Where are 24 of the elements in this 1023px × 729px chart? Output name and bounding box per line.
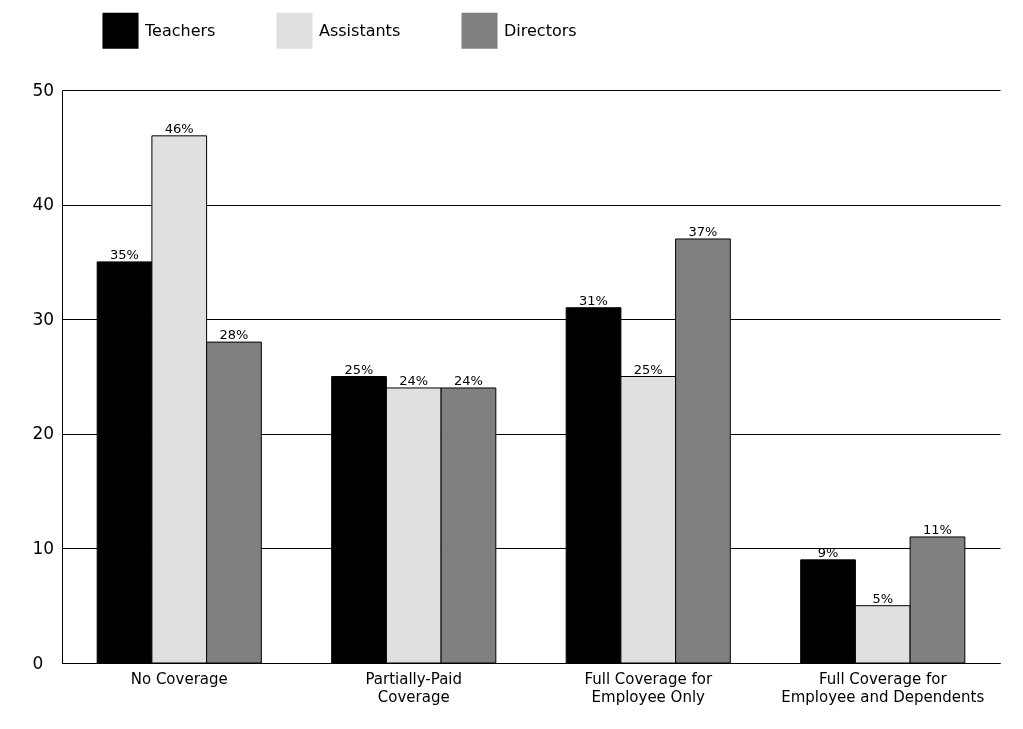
data-label: 25% <box>633 361 663 377</box>
y-tick-label: 20 <box>32 423 55 444</box>
y-tick-label: 10 <box>32 537 55 558</box>
data-label: 37% <box>688 223 718 239</box>
data-label: 28% <box>219 327 249 343</box>
data-label: 11% <box>923 521 952 537</box>
x-tick-label: Partially-Paid Coverage <box>365 669 463 706</box>
x-tick-label: Full Coverage for Employee Only <box>584 669 713 706</box>
y-tick-label: 50 <box>32 79 55 100</box>
legend-label: Teachers <box>144 20 216 40</box>
data-label: 46% <box>164 120 194 136</box>
data-label: 25% <box>344 361 374 377</box>
data-label: 24% <box>454 372 483 388</box>
legend-label: Directors <box>504 20 577 40</box>
legend-label: Assistants <box>319 20 401 40</box>
x-tick-label: Full Coverage for Employee and Dependents <box>781 669 985 706</box>
x-tick-label: No Coverage <box>130 669 228 688</box>
data-label: 35% <box>110 246 139 262</box>
y-tick-label: 0 <box>32 652 44 673</box>
data-label: 24% <box>399 372 429 388</box>
y-tick-label: 40 <box>32 194 55 215</box>
data-label: 5% <box>872 590 894 606</box>
y-tick-label: 30 <box>32 308 55 329</box>
data-label: 31% <box>579 292 608 308</box>
